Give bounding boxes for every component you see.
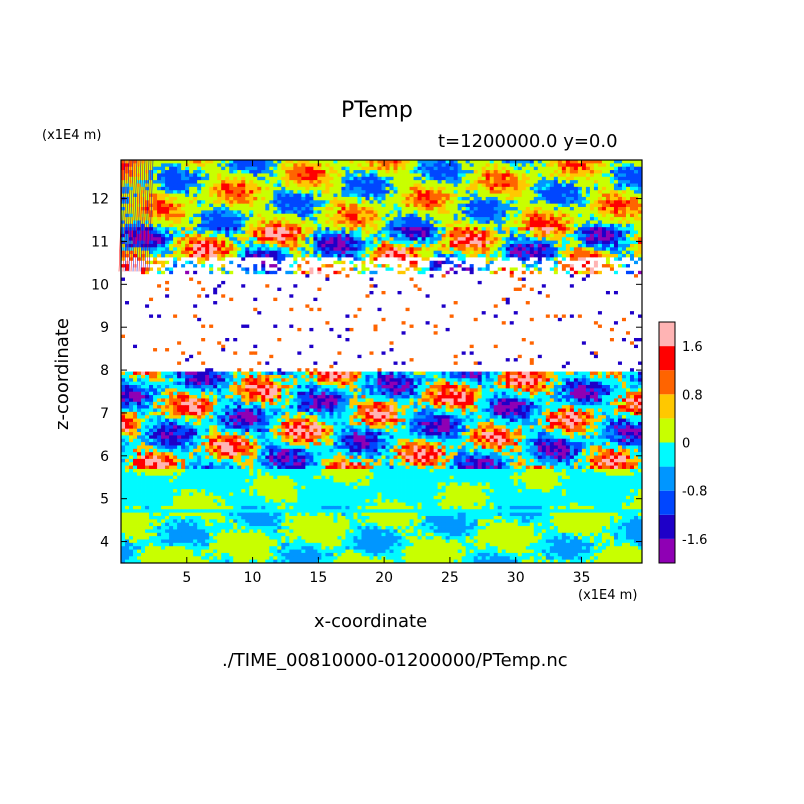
colorbar-swatch-8 — [659, 346, 675, 371]
y-tick-label-7: 11 — [91, 234, 109, 250]
heatmap-field — [118, 159, 643, 564]
chart-subtitle: t=1200000.0 y=0.0 — [438, 131, 618, 152]
x-tick-label-6: 35 — [573, 570, 591, 586]
y-tick-label-4: 8 — [100, 363, 109, 379]
colorbar-swatch-6 — [659, 394, 675, 419]
colorbar-swatch-7 — [659, 370, 675, 395]
colorbar-label-4: -1.6 — [682, 533, 707, 548]
x-tick-label-2: 15 — [309, 570, 327, 586]
colorbar: 1.6 0.8 0 -0.8 -1.6 — [658, 321, 707, 564]
y-tick-label-6: 10 — [91, 277, 109, 293]
colorbar-swatch-2 — [659, 490, 675, 515]
source-file-label: ./TIME_00810000-01200000/PTemp.nc — [222, 650, 568, 671]
colorbar-swatch-0 — [659, 538, 675, 563]
colorbar-label-0: 1.6 — [682, 340, 703, 355]
x-axis-unit: (x1E4 m) — [578, 588, 638, 603]
y-tick-label-0: 4 — [100, 535, 109, 551]
y-axis-unit: (x1E4 m) — [42, 128, 102, 143]
colorbar-frame — [658, 321, 676, 564]
x-axis-ticks: 5 10 15 20 25 30 35 — [182, 160, 590, 586]
y-tick-label-1: 5 — [100, 492, 109, 508]
chart-title: PTemp — [341, 98, 413, 123]
x-tick-label-3: 20 — [375, 570, 393, 586]
colorbar-swatch-3 — [659, 466, 675, 491]
x-axis-label: x-coordinate — [314, 611, 428, 632]
x-tick-label-1: 10 — [244, 570, 262, 586]
colorbar-label-1: 0.8 — [682, 388, 703, 403]
colorbar-swatch-4 — [659, 442, 675, 467]
y-tick-label-2: 6 — [100, 449, 109, 465]
x-tick-label-5: 30 — [507, 570, 525, 586]
x-tick-label-4: 25 — [441, 570, 459, 586]
y-tick-label-3: 7 — [100, 406, 109, 422]
x-tick-label-0: 5 — [182, 570, 191, 586]
colorbar-swatch-9 — [659, 322, 675, 347]
colorbar-swatch-1 — [659, 514, 675, 539]
plot-frame — [120, 159, 643, 564]
y-tick-label-5: 9 — [100, 320, 109, 336]
y-axis-ticks: 4 5 6 7 8 9 10 11 12 — [91, 192, 642, 551]
y-tick-label-8: 12 — [91, 192, 109, 208]
colorbar-swatch-5 — [659, 418, 675, 443]
colorbar-label-3: -0.8 — [682, 485, 707, 500]
colorbar-label-2: 0 — [682, 437, 690, 452]
